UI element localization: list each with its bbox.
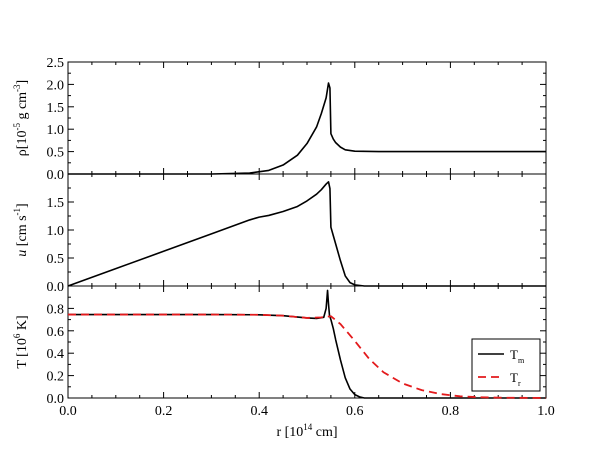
x-tick-label: 0.6 [346, 404, 364, 419]
x-tick-label: 0.0 [59, 404, 77, 419]
x-axis-label: r [1014 cm] [276, 422, 337, 440]
density-panel: 0.0 0.5 1.0 1.5 2.0 2.5 ρ[10-5 g cm-3] [12, 56, 547, 183]
legend-box [471, 338, 541, 392]
y-tick-label: 0.5 [47, 146, 65, 161]
velocity-panel: 0.0 0.5 1.0 1.5 u [cm s-1] [12, 173, 547, 295]
plot-frame [67, 61, 547, 175]
plot-frame [67, 173, 547, 287]
x-tick-label: 1.0 [537, 404, 555, 419]
series-line-m [68, 289, 546, 399]
x-tick-label: 0.4 [250, 404, 268, 419]
y-tick-label: 0.8 [47, 302, 65, 317]
y-tick-label: 2.0 [47, 78, 65, 93]
series-line-0 [67, 181, 546, 287]
y-tick-label: 1.0 [47, 123, 65, 138]
x-tick-label: 0.2 [155, 404, 173, 419]
temperature-panel: 0.0 0.2 0.4 0.6 0.8 0.0 0.2 0.4 0.6 0.8 1.0 T [106 … [12, 285, 555, 440]
y-tick-label: 0.5 [47, 252, 65, 267]
x-tick-label: 0.8 [442, 404, 460, 419]
y-tick-label: 2.5 [47, 56, 65, 71]
y-tick-label: 0.0 [47, 280, 65, 295]
series-line-r [68, 313, 547, 399]
y-tick-label: 0.2 [47, 370, 65, 385]
y-tick-label: 0.6 [47, 325, 65, 340]
legend: Tm Tr [471, 338, 541, 392]
legend-label-r: Tr [510, 370, 521, 388]
y-tick-label: 1.0 [47, 224, 65, 239]
y-tick-label: 1.5 [47, 196, 65, 211]
y-tick-label: 0.0 [47, 392, 65, 407]
series-line-0 [68, 82, 546, 175]
y-tick-label: 0.4 [47, 347, 65, 362]
y-axis-label: T [106 K] [12, 315, 30, 368]
legend-label-m: Tm [510, 347, 525, 365]
y-axis-label: u [cm s-1] [12, 203, 30, 256]
y-tick-label: 1.5 [47, 101, 65, 116]
y-tick-label: 0.0 [47, 168, 65, 183]
y-axis-label: ρ[10-5 g cm-3] [12, 80, 30, 156]
